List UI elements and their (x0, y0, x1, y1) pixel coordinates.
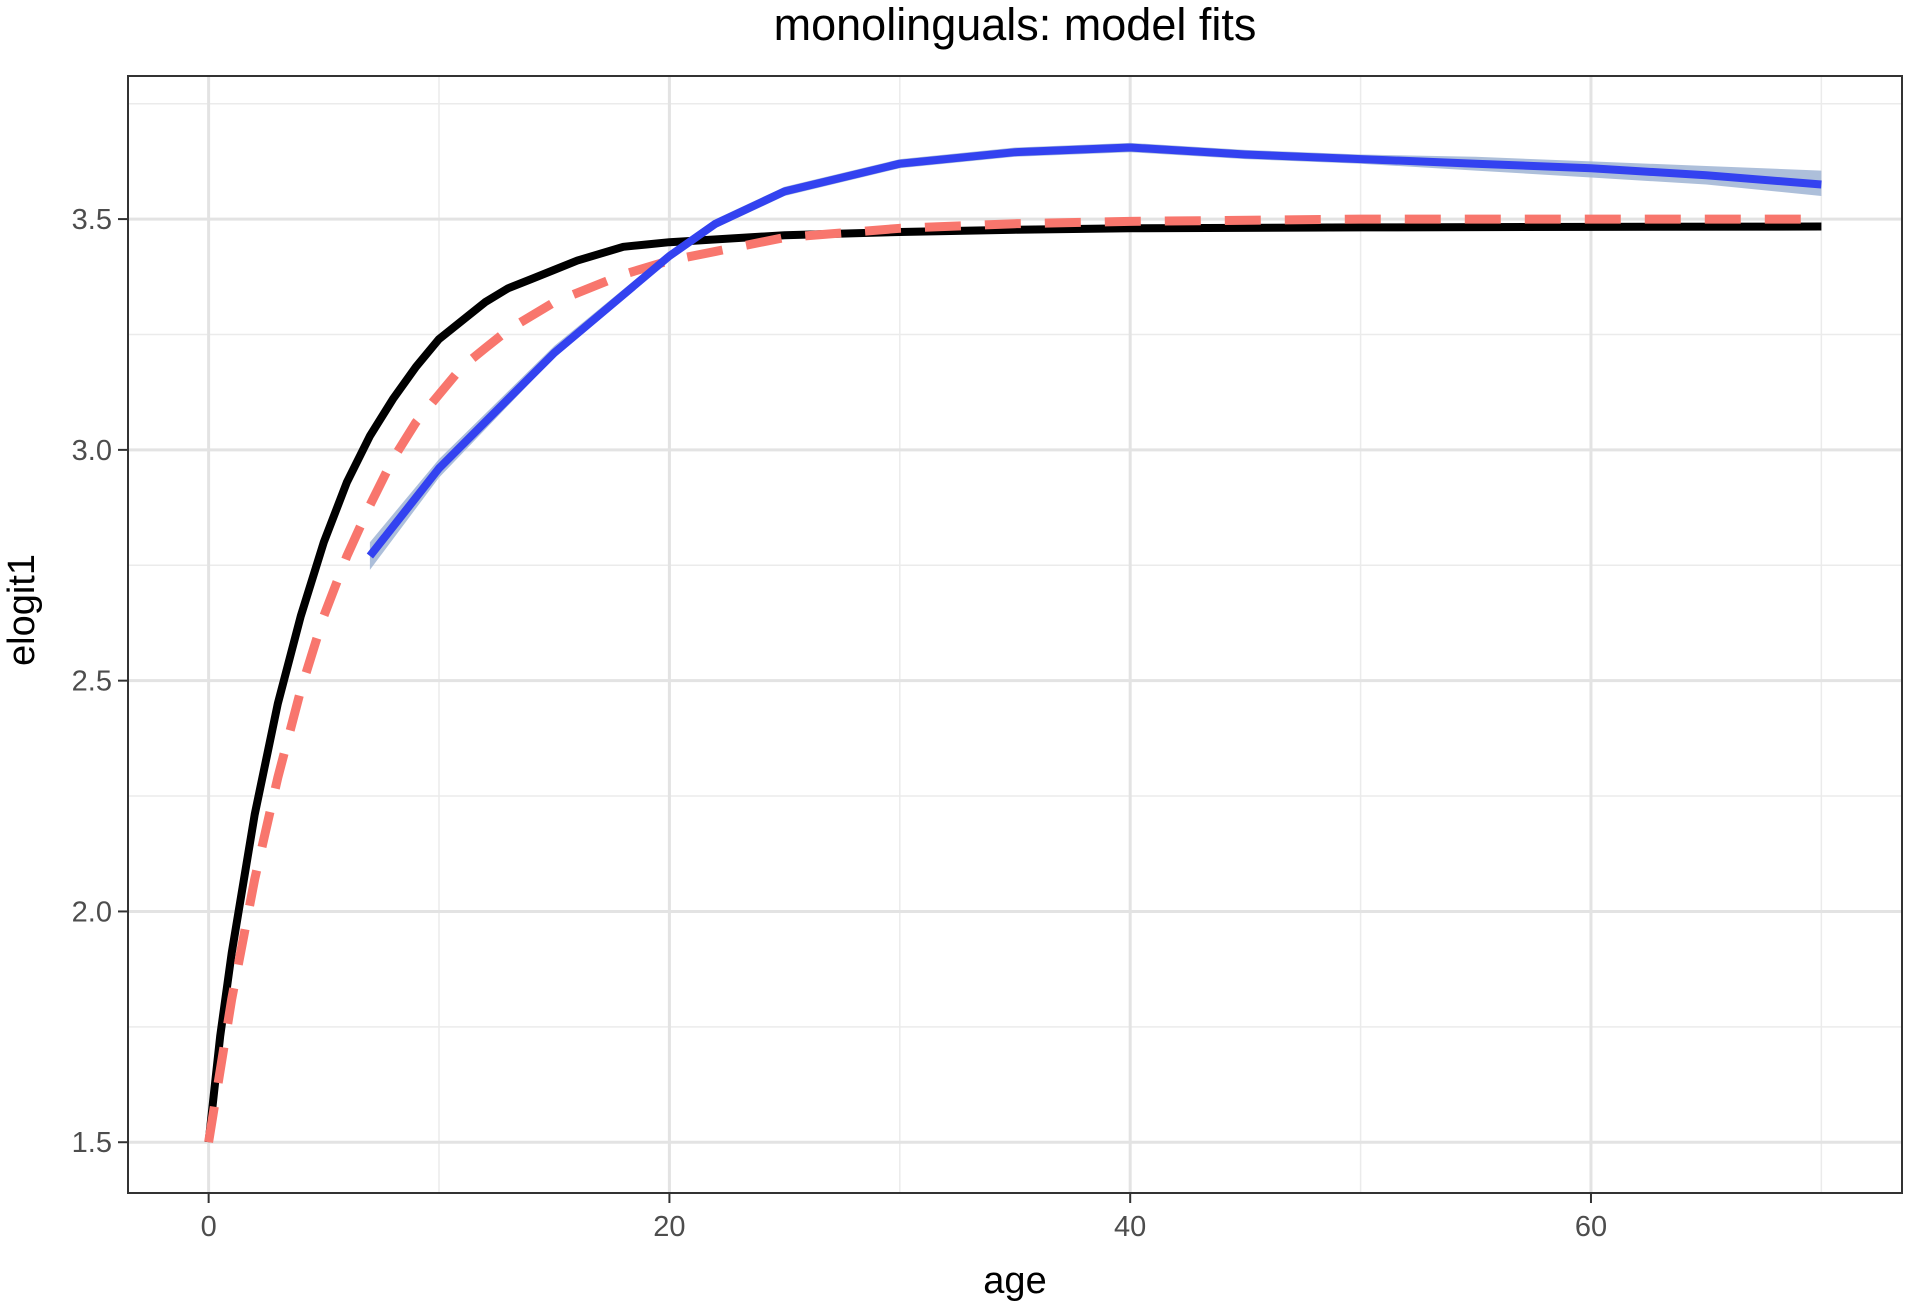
major-gridlines (128, 76, 1902, 1193)
x-tick-label: 20 (653, 1211, 685, 1243)
plot-panel (128, 76, 1902, 1193)
x-axis: 0 20 40 60 (201, 1193, 1607, 1243)
y-tick-label: 2.0 (72, 896, 112, 928)
y-tick-label: 1.5 (72, 1127, 112, 1159)
minor-gridlines (128, 76, 1902, 1193)
series-line-3 (366, 143, 1822, 559)
y-tick-label: 2.5 (72, 666, 112, 698)
y-axis-title: elogit1 (1, 554, 43, 666)
y-tick-label: 3.0 (72, 435, 112, 467)
chart-title: monolinguals: model fits (774, 0, 1257, 50)
y-axis: 1.5 2.0 2.5 3.0 3.5 (72, 204, 128, 1159)
x-tick-label: 0 (201, 1211, 217, 1243)
x-tick-label: 40 (1114, 1211, 1146, 1243)
series-line-2 (204, 214, 1822, 1143)
y-tick-label: 3.5 (72, 204, 112, 236)
series-layer (204, 142, 1822, 1143)
plot-border (127, 75, 1903, 1194)
x-tick-label: 60 (1575, 1211, 1607, 1243)
x-axis-title: age (983, 1260, 1046, 1302)
